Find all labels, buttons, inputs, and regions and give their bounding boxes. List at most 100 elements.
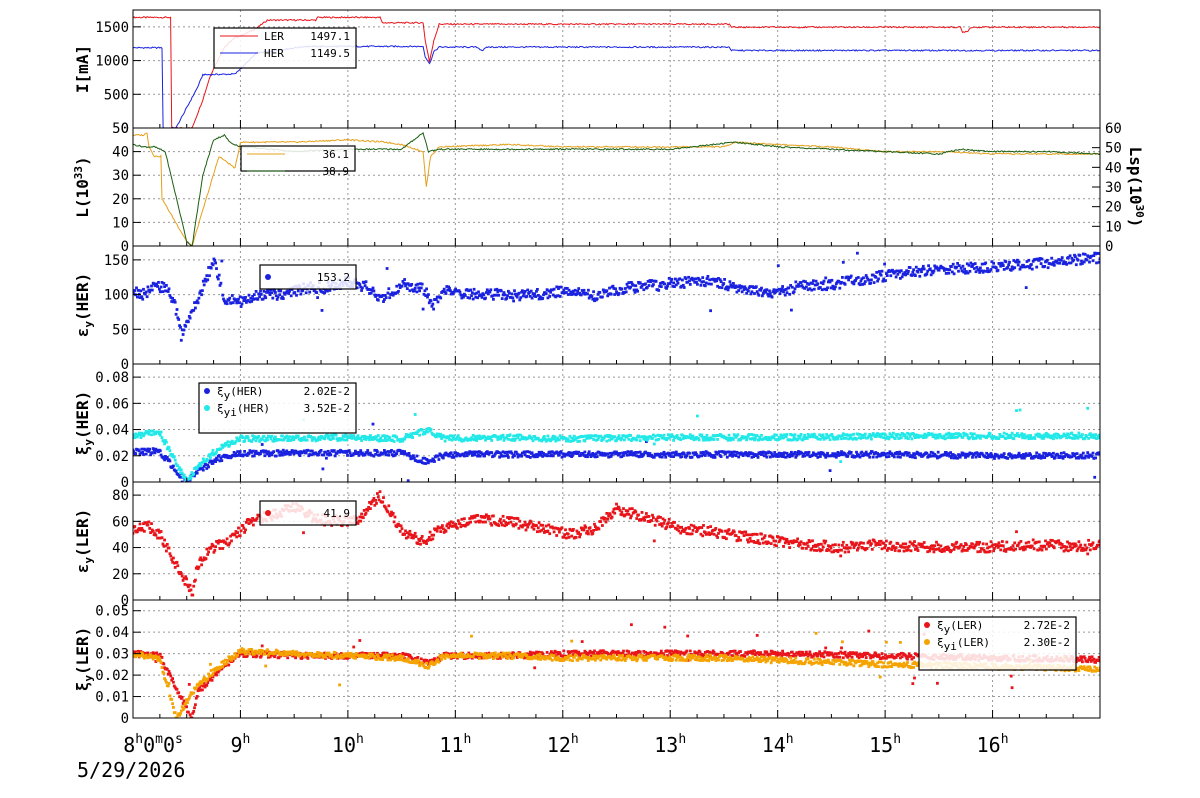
data-point: [1029, 453, 1032, 457]
data-point: [373, 448, 377, 452]
data-point: [150, 451, 154, 455]
data-point: [511, 455, 515, 459]
data-point: [371, 438, 375, 441]
data-point: [388, 296, 392, 300]
data-point: [334, 433, 338, 437]
data-point: [1012, 437, 1016, 441]
data-point: [506, 294, 509, 297]
data-point: [716, 438, 719, 441]
data-point: [398, 524, 401, 527]
data-point: [536, 530, 539, 534]
data-point: [525, 523, 529, 527]
data-point: [540, 450, 544, 454]
data-point: [880, 547, 884, 551]
data-point: [563, 291, 566, 295]
data-point: [678, 436, 682, 440]
data-point: [1031, 456, 1035, 460]
data-point: [437, 458, 441, 461]
data-point: [594, 438, 598, 442]
data-point: [826, 547, 829, 551]
data-point: [382, 452, 385, 455]
data-point: [598, 291, 602, 294]
series-points-1: [133, 406, 1100, 481]
data-point: [1014, 434, 1017, 438]
data-point: [891, 435, 894, 438]
data-point: [168, 449, 172, 453]
data-point: [835, 453, 839, 457]
data-point: [747, 289, 750, 293]
data-point: [1081, 433, 1084, 436]
data-point: [514, 450, 518, 454]
data-point: [645, 515, 649, 519]
data-point: [255, 654, 259, 658]
data-point: [367, 506, 370, 509]
data-point: [930, 454, 934, 458]
data-point: [635, 454, 639, 458]
data-point: [974, 436, 978, 440]
data-point: [478, 437, 482, 441]
data-point: [997, 437, 1001, 440]
data-point: [579, 526, 583, 530]
data-point: [788, 546, 792, 549]
data-point: [613, 293, 617, 296]
legend-value: 3.52E-2: [304, 402, 350, 415]
data-point: [239, 652, 243, 656]
data-point: [976, 550, 980, 554]
data-point: [787, 286, 791, 290]
data-point: [756, 456, 760, 459]
data-point: [650, 279, 654, 282]
data-point: [491, 294, 494, 298]
data-point: [624, 451, 628, 454]
data-point: [426, 430, 429, 434]
data-point: [961, 451, 965, 455]
data-point: [907, 548, 910, 552]
data-point: [944, 451, 948, 454]
data-point: [760, 286, 763, 290]
data-point: [523, 453, 527, 457]
data-point: [391, 293, 395, 297]
data-point: [770, 295, 774, 299]
data-point: [892, 431, 895, 435]
data-point: [172, 561, 176, 565]
data-point: [1087, 455, 1090, 459]
data-point: [682, 286, 686, 289]
data-point: [779, 289, 783, 293]
data-point: [762, 454, 766, 458]
data-point: [718, 286, 721, 289]
data-point: [928, 547, 932, 551]
data-point: [755, 533, 759, 536]
data-point: [536, 294, 540, 297]
data-point: [1096, 252, 1100, 255]
data-point: [136, 433, 140, 437]
data-point: [406, 282, 410, 286]
data-point: [1098, 436, 1100, 440]
data-point: [436, 454, 440, 458]
data-point: [142, 522, 145, 525]
data-point: [243, 450, 246, 453]
data-point: [1004, 437, 1008, 440]
data-point: [667, 521, 670, 525]
data-point: [206, 681, 210, 684]
data-point: [797, 283, 800, 286]
data-point: [841, 453, 844, 457]
data-point: [725, 532, 729, 535]
data-point: [358, 515, 362, 519]
data-point: [792, 290, 796, 294]
data-point: [383, 505, 387, 509]
data-point: [505, 523, 508, 527]
data-point: [594, 525, 597, 528]
data-point: [531, 292, 535, 295]
data-point: [830, 278, 834, 282]
data-point: [208, 453, 211, 457]
data-point: [405, 531, 409, 535]
data-point: [800, 284, 804, 287]
data-point: [901, 432, 905, 436]
data-point: [561, 290, 565, 294]
data-point: [836, 451, 840, 454]
data-point: [912, 268, 915, 272]
data-point: [1017, 451, 1021, 455]
data-point: [294, 656, 297, 660]
data-point: [710, 437, 714, 441]
data-point: [175, 687, 179, 691]
data-point: [225, 454, 229, 458]
